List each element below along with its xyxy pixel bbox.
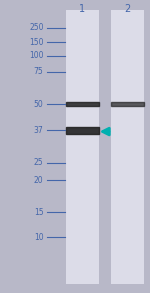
Text: 75: 75	[34, 67, 44, 76]
Text: 25: 25	[34, 158, 43, 167]
Bar	[111, 10, 144, 284]
Text: 10: 10	[34, 233, 43, 242]
Text: 15: 15	[34, 208, 43, 217]
Bar	[111, 102, 144, 106]
Text: 2: 2	[124, 4, 131, 14]
Bar	[66, 127, 99, 134]
Bar	[66, 10, 99, 284]
Text: 20: 20	[34, 176, 43, 185]
Text: 100: 100	[29, 51, 44, 60]
Text: 50: 50	[34, 100, 44, 108]
Bar	[66, 102, 99, 106]
Text: 150: 150	[29, 38, 44, 47]
Text: 250: 250	[29, 23, 44, 32]
Text: 1: 1	[80, 4, 85, 14]
Text: 37: 37	[34, 126, 44, 135]
